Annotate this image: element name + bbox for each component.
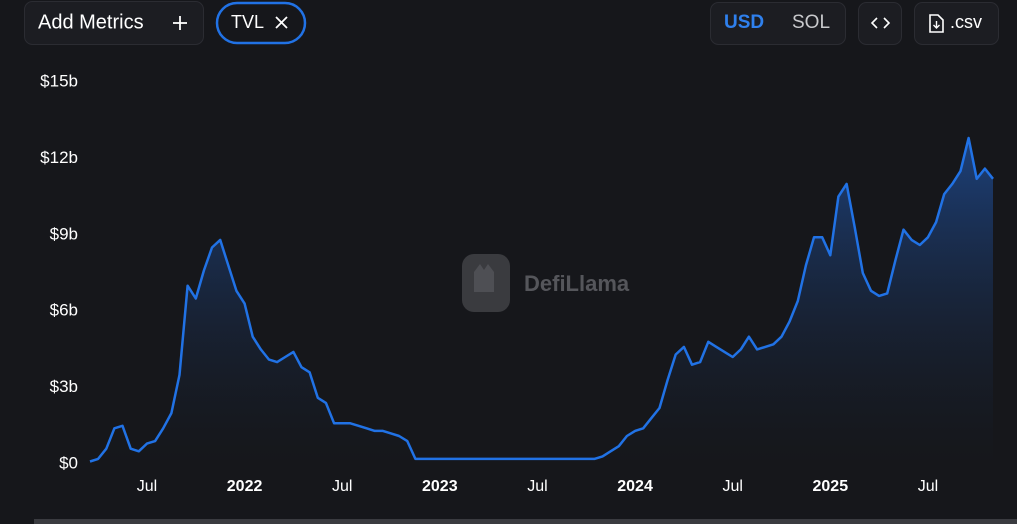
y-tick-label: $0: [59, 453, 78, 472]
x-tick-label: 2023: [422, 478, 458, 495]
x-tick-label: 2025: [813, 478, 849, 495]
csv-label: .csv: [950, 12, 982, 32]
x-tick-label: Jul: [918, 478, 938, 495]
plus-icon[interactable]: [173, 16, 187, 30]
plot-area: $0 $3b $6b $9b $12b $15b Jul 2022 Jul 2023 Jul 2024…: [40, 71, 994, 495]
currency-toggle: [710, 2, 846, 45]
y-tick-label: $6b: [50, 301, 78, 320]
watermark-llama: [474, 264, 494, 292]
metric-chip-label: TVL: [231, 12, 264, 32]
x-tick-label: 2024: [617, 478, 653, 495]
area-fill: [90, 138, 993, 464]
watermark-text: DefiLlama: [524, 271, 630, 296]
add-metrics-label[interactable]: Add Metrics: [38, 11, 144, 33]
metric-chip[interactable]: [215, 1, 307, 45]
currency-option[interactable]: SOL: [792, 12, 830, 33]
y-tick-label: $15b: [40, 71, 78, 90]
tvl-line: [89, 136, 994, 463]
download-arrow: [933, 21, 940, 29]
file-icon: [929, 14, 944, 33]
x-tick-label: 2022: [227, 478, 263, 495]
add-metrics-button[interactable]: [24, 1, 204, 45]
remove-icon[interactable]: [275, 16, 288, 29]
currency-option[interactable]: USD: [724, 12, 764, 33]
csv-button[interactable]: [914, 2, 999, 45]
y-tick-label: $9b: [50, 224, 78, 243]
x-tick-label: Jul: [332, 478, 352, 495]
y-tick-label: $12b: [40, 148, 78, 167]
x-tick-label: Jul: [137, 478, 157, 495]
y-tick-label: $3b: [50, 377, 78, 396]
embed-button[interactable]: [858, 2, 902, 45]
scrollbar: [34, 519, 1017, 524]
x-tick-label: Jul: [722, 478, 742, 495]
embed-icon: [870, 17, 891, 29]
x-tick-label: Jul: [527, 478, 547, 495]
